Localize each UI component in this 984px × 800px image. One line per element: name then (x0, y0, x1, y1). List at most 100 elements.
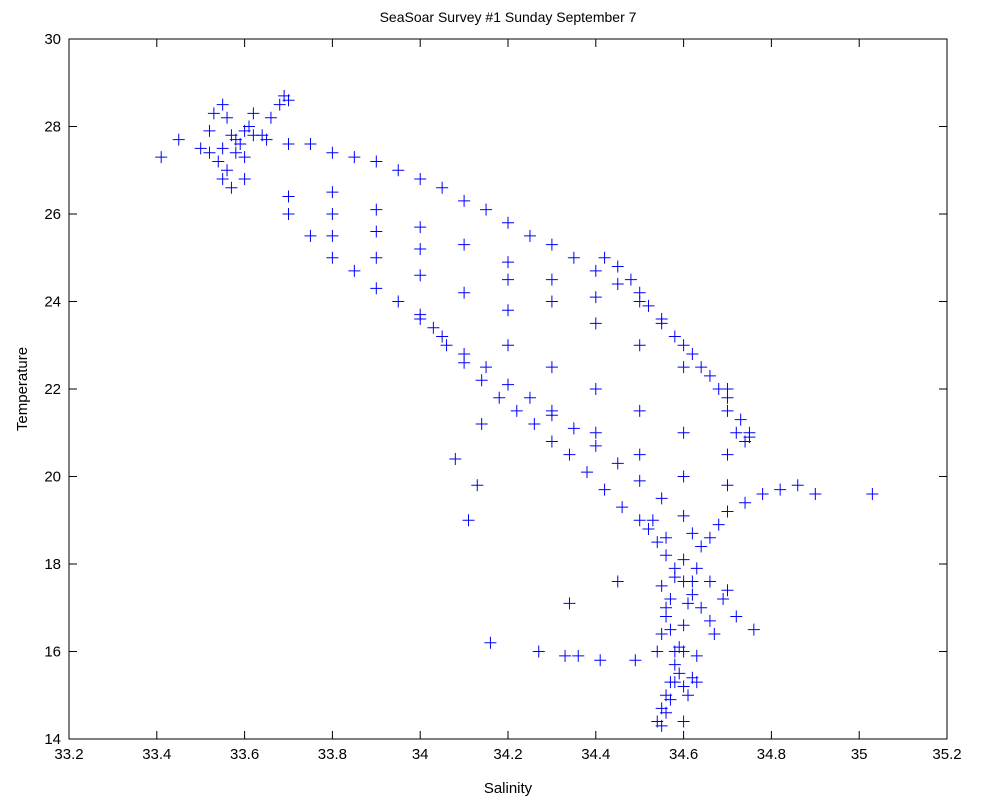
data-point (568, 252, 580, 264)
data-point (392, 296, 404, 308)
x-tick-label: 33.2 (54, 746, 83, 763)
data-point (414, 269, 426, 281)
data-point (326, 252, 338, 264)
data-point (695, 602, 707, 614)
data-point (304, 230, 316, 242)
data-point (221, 112, 233, 124)
data-point (559, 650, 571, 662)
data-point (370, 226, 382, 238)
data-point (458, 287, 470, 299)
data-point (616, 501, 628, 513)
data-point (502, 274, 514, 286)
data-point (678, 510, 690, 522)
x-tick-label: 34.8 (757, 746, 786, 763)
data-point (462, 514, 474, 526)
data-point (155, 151, 167, 163)
y-tick-label: 16 (44, 644, 61, 661)
data-point (546, 296, 558, 308)
y-tick-label: 30 (44, 31, 61, 48)
data-point (722, 449, 734, 461)
data-point (326, 208, 338, 220)
data-point (546, 361, 558, 373)
data-point (471, 479, 483, 491)
x-axis: 33.2 33.4 33.6 33.8 34 34.2 34.4 34.6 34.8 35 35.2 (54, 39, 961, 763)
data-point (722, 506, 734, 518)
data-point (809, 488, 821, 500)
data-point (730, 611, 742, 623)
data-point (634, 449, 646, 461)
data-point (708, 628, 720, 640)
data-point (686, 348, 698, 360)
data-point (634, 287, 646, 299)
data-point (480, 361, 492, 373)
data-point (239, 173, 251, 185)
data-point (678, 339, 690, 351)
data-point (634, 339, 646, 351)
y-tick-label: 14 (44, 731, 61, 748)
data-point (414, 243, 426, 255)
data-point (704, 615, 716, 627)
data-point (612, 457, 624, 469)
data-point (722, 383, 734, 395)
data-point (678, 427, 690, 439)
data-point (524, 230, 536, 242)
data-point (722, 405, 734, 417)
data-point (686, 527, 698, 539)
data-point (678, 471, 690, 483)
data-point (651, 646, 663, 658)
x-tick-label: 35.2 (932, 746, 961, 763)
data-point (739, 497, 751, 509)
data-point (590, 440, 602, 452)
data-point (704, 532, 716, 544)
data-point (528, 418, 540, 430)
data-point (283, 191, 295, 203)
data-point (660, 611, 672, 623)
data-point (678, 716, 690, 728)
data-point (691, 650, 703, 662)
data-point (568, 422, 580, 434)
data-point (656, 580, 668, 592)
data-point (427, 322, 439, 334)
data-point (722, 479, 734, 491)
data-point (660, 549, 672, 561)
data-point (704, 576, 716, 588)
data-point (476, 418, 488, 430)
data-point (590, 383, 602, 395)
data-point (612, 278, 624, 290)
data-point (686, 576, 698, 588)
chart-title: SeaSoar Survey #1 Sunday September 7 (380, 9, 637, 25)
data-point (370, 252, 382, 264)
data-point (493, 392, 505, 404)
data-point (203, 125, 215, 137)
data-point (225, 182, 237, 194)
data-point (792, 479, 804, 491)
data-point (572, 650, 584, 662)
data-point (656, 492, 668, 504)
data-point (695, 541, 707, 553)
data-point (634, 405, 646, 417)
data-point (599, 484, 611, 496)
data-point (173, 134, 185, 146)
data-point (247, 107, 259, 119)
data-point (563, 597, 575, 609)
data-point (590, 427, 602, 439)
data-point (370, 156, 382, 168)
y-tick-label: 28 (44, 119, 61, 136)
x-tick-label: 34 (412, 746, 429, 763)
data-point (212, 156, 224, 168)
data-point (348, 265, 360, 277)
data-point (414, 221, 426, 233)
data-point (533, 646, 545, 658)
x-tick-label: 33.6 (230, 746, 259, 763)
data-point (625, 274, 637, 286)
y-tick-label: 20 (44, 469, 61, 486)
data-point (458, 239, 470, 251)
data-point (480, 204, 492, 216)
y-tick-label: 18 (44, 556, 61, 573)
data-point (590, 317, 602, 329)
data-point (283, 138, 295, 150)
data-point (502, 339, 514, 351)
data-point (546, 436, 558, 448)
data-point (691, 562, 703, 574)
